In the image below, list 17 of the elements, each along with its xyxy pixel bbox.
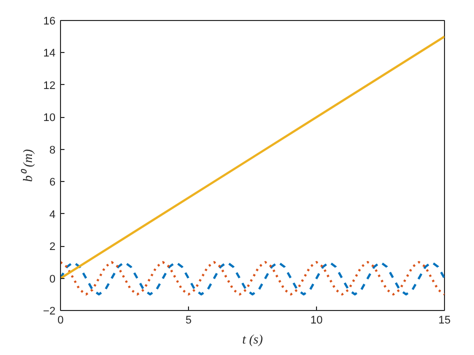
y-tick-label: 16 xyxy=(43,16,56,28)
x-tick-label: 15 xyxy=(438,314,451,326)
x-tick-label: 5 xyxy=(185,314,192,326)
y-tick-label: 8 xyxy=(49,144,56,156)
y-tick-label: 2 xyxy=(49,241,56,254)
y-tick-label: 12 xyxy=(43,80,56,92)
y-tick-label: 4 xyxy=(49,208,56,221)
x-axis-title: t (s) xyxy=(242,332,263,346)
y-tick-label: −2 xyxy=(42,306,56,318)
y-tick-label: 14 xyxy=(43,48,56,60)
y-tick-label: 6 xyxy=(49,176,56,189)
x-tick-label: 10 xyxy=(310,314,323,326)
x-tick-label: 0 xyxy=(57,314,64,326)
line-series xyxy=(60,261,444,296)
y-tick-label: 0 xyxy=(49,273,56,286)
y-tick-label: 10 xyxy=(43,112,56,124)
y-axis-title: b⁰ (m) xyxy=(20,149,35,182)
